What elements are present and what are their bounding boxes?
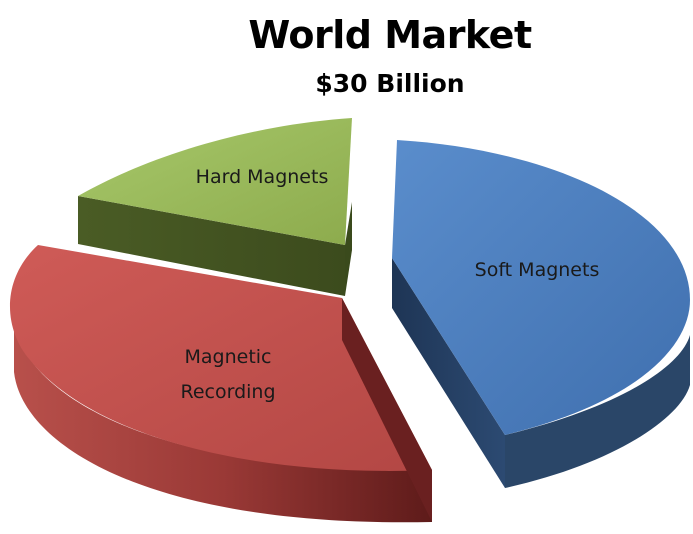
slice-magnetic-recording-side [14,318,432,523]
chart-subtitle: $30 Billion [315,69,465,98]
slice-soft-magnets-rim [505,335,690,488]
label-hard-magnets: Hard Magnets [196,166,329,188]
slice-magnetic-recording-edge [342,298,432,522]
label-soft-magnets: Soft Magnets [475,259,600,281]
slice-soft-magnets-top [392,140,690,435]
slice-hard-magnets-wall [345,202,352,296]
slice-hard-magnets [78,118,352,296]
chart-title: World Market [248,13,532,57]
slice-magnetic-recording [9,245,432,523]
slice-soft-magnets [392,140,690,488]
slice-magnetic-recording-top [9,245,432,471]
slice-hard-magnets-side [78,196,345,296]
label-magnetic-recording-line1: Magnetic [184,346,271,368]
slice-hard-magnets-top [78,118,352,245]
label-magnetic-recording-line2: Recording [180,381,275,403]
slice-soft-magnets-side [392,258,505,488]
